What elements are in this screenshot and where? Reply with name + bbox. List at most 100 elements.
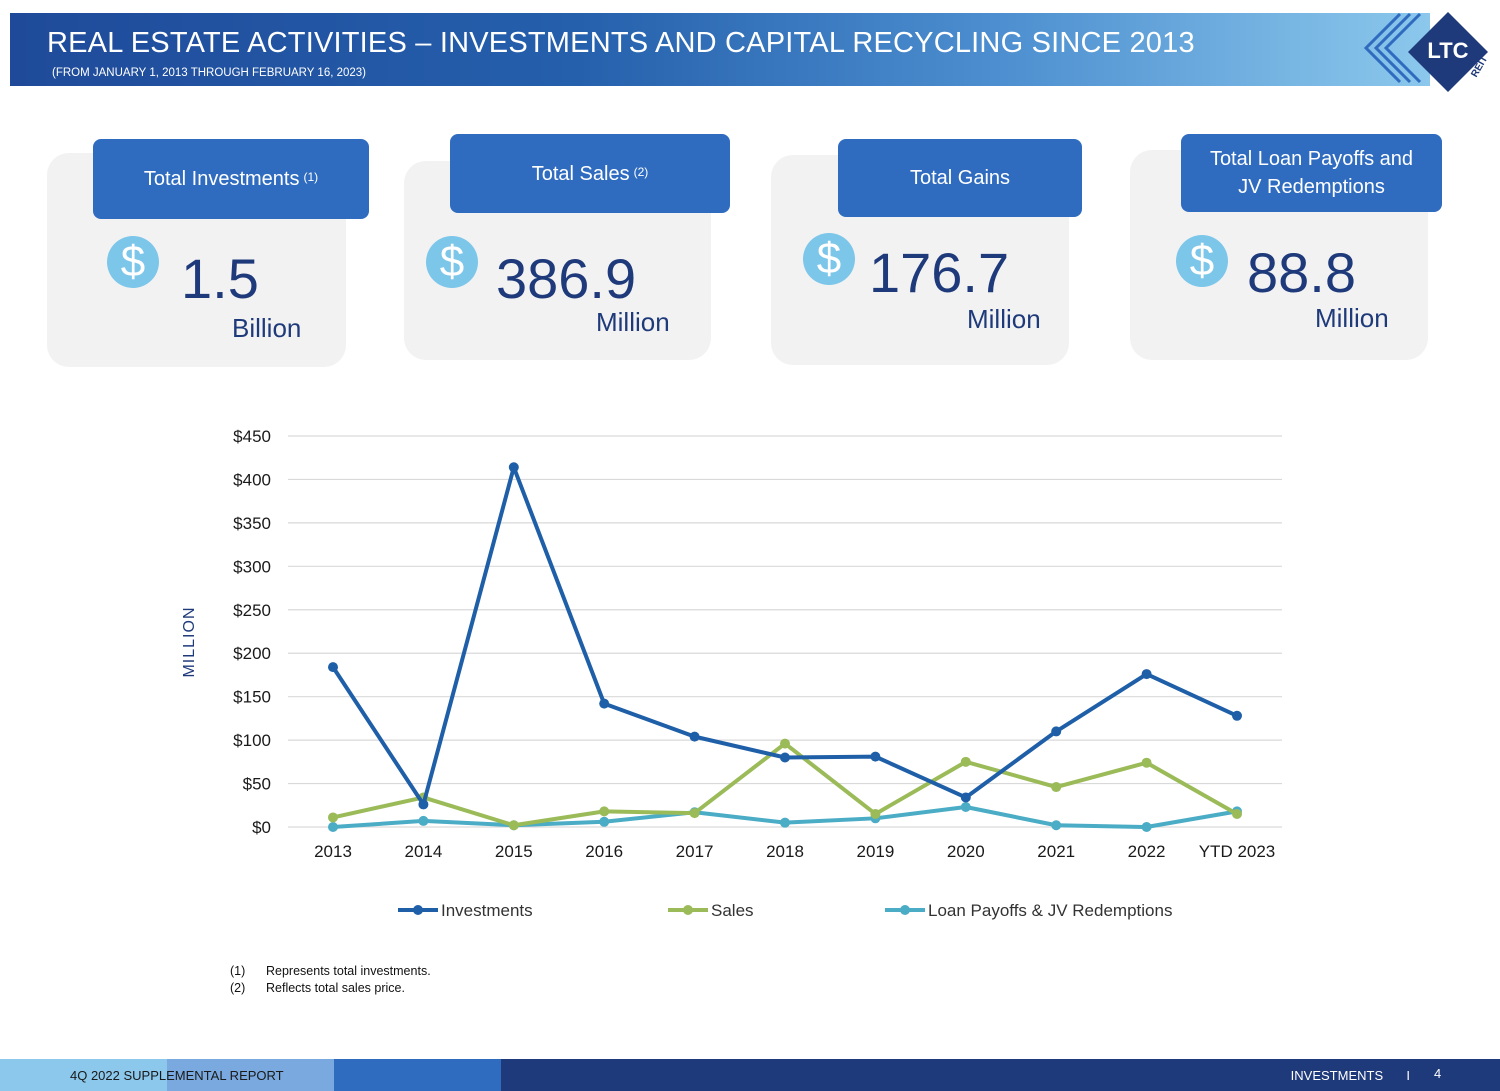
line-chart: $0 $50 $100 $150 $200 $250 $300 $350 $400 $450 201… [181,427,1282,920]
data-point [780,752,790,763]
y-tick-label: $150 [233,688,271,707]
data-point [1141,669,1152,680]
y-tick-label: $100 [233,731,271,750]
page-subtitle: (FROM JANUARY 1, 2013 THROUGH FEBRUARY 1… [52,67,367,79]
data-point [1051,820,1062,831]
data-point [328,662,338,673]
card-label: Total Gains [909,167,1011,189]
footer-band [167,1059,334,1091]
x-tick-label: 2016 [585,842,623,861]
data-point [508,462,519,473]
card-total-investments-header: Total Investments (1) [93,139,369,219]
x-tick-label: 2020 [947,842,985,861]
page-header: REAL ESTATE ACTIVITIES – INVESTMENTS AND… [10,13,1430,86]
data-point [1232,808,1242,819]
data-point [780,817,790,828]
card-unit: Million [1315,303,1389,333]
x-tick-label: 2018 [766,842,804,861]
legend-marker [683,905,693,915]
footnote-text: Represents total investments. [266,964,431,978]
page-footer: 4Q 2022 SUPPLEMENTAL REPORT INVESTMENTS … [0,1059,1500,1091]
legend-label: Loan Payoffs & JV Redemptions [928,901,1172,920]
data-point [1141,757,1152,768]
data-point [870,751,881,762]
footnote-1: (1) Represents total investments. [230,964,431,978]
data-point [960,792,971,803]
data-point [328,822,338,832]
footnote-ref: (2) [633,164,649,179]
footer-band [0,1059,167,1091]
card-unit: Million [596,307,670,337]
x-tick-label: 2015 [495,842,533,861]
y-axis-label: MILLION [181,606,198,677]
report-name: 4Q 2022 SUPPLEMENTAL REPORT [70,1068,284,1083]
card-label: Total Sales [531,162,630,185]
ltc-reit-logo: LTC REIT [1363,12,1490,92]
data-point [780,738,790,749]
card-label: Total Investments [143,168,300,190]
footnote-text: Reflects total sales price. [266,981,405,995]
x-tick-label: 2021 [1037,842,1075,861]
section-name: INVESTMENTS I [1291,1068,1410,1083]
data-point [599,698,610,709]
data-point [960,802,971,813]
y-tick-label: $450 [233,427,271,446]
x-tick-label: 2013 [314,842,352,861]
y-tick-label: $350 [233,514,271,533]
data-point [418,799,429,810]
dollar-icon: $ [426,236,478,288]
data-point [1141,822,1152,832]
y-tick-label: $50 [243,775,271,794]
y-tick-label: $200 [233,644,271,663]
dollar-icon: $ [803,233,855,285]
dollar-icon: $ [107,236,159,288]
card-total-loan-payoffs-header: Total Loan Payoffs and JV Redemptions [1181,134,1442,212]
card-unit: Million [967,304,1041,334]
card-total-gains-header: Total Gains [838,139,1082,217]
page-number: 4 [1434,1066,1442,1081]
footnote-number: (1) [230,964,246,978]
data-point [1232,710,1242,721]
card-value: 88.8 [1247,241,1356,304]
card-value: 1.5 [181,247,259,310]
section-label: INVESTMENTS [1290,1068,1384,1083]
y-tick-label: $0 [252,818,271,837]
data-point [328,812,338,823]
footer-band [501,1059,1500,1091]
footer-separator: I [1406,1068,1410,1083]
footer-band [334,1059,501,1091]
card-unit: Billion [232,313,302,343]
footnote-number: (2) [230,981,246,995]
x-tick-label: YTD 2023 [1199,842,1276,861]
logo-text: LTC [1427,38,1468,63]
legend-label: Investments [441,901,533,920]
data-point [689,731,700,742]
data-point [689,808,700,819]
x-tick-label: 2019 [856,842,894,861]
footnote-ref: (1) [303,170,319,184]
card-value: 176.7 [869,241,1010,304]
dollar-icon: $ [1176,235,1228,287]
legend-marker [413,905,423,915]
data-point [418,815,429,826]
page-title: REAL ESTATE ACTIVITIES – INVESTMENTS AND… [47,27,1195,59]
data-point [1051,726,1062,737]
x-tick-label: 2017 [676,842,714,861]
legend-marker [900,905,910,915]
data-point [599,816,610,827]
data-point [1051,782,1062,793]
data-point [599,806,610,817]
data-point [960,756,971,767]
y-tick-label: $400 [233,470,271,489]
data-point [508,820,519,831]
y-tick-label: $250 [233,601,271,620]
y-tick-label: $300 [233,557,271,576]
x-tick-label: 2014 [404,842,442,861]
legend-label: Sales [711,901,754,920]
card-total-sales-header: Total Sales (2) [450,134,730,213]
data-point [870,808,881,819]
footnote-2: (2) Reflects total sales price. [230,981,405,995]
card-label: Total Loan Payoffs and JV Redemptions [1209,148,1414,198]
x-tick-label: 2022 [1128,842,1166,861]
card-value: 386.9 [496,247,637,310]
